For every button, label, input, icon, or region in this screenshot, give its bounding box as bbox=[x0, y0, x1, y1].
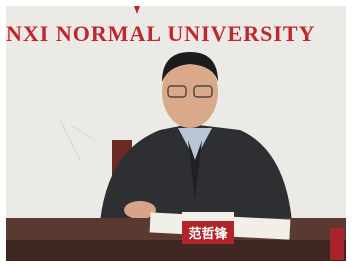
name-plate-top bbox=[182, 212, 234, 221]
photo: NXI NORMAL UNIVERSITY 范哲锋 bbox=[0, 0, 352, 267]
wall-text: NXI NORMAL UNIVERSITY bbox=[6, 21, 315, 46]
table-reflection bbox=[6, 240, 346, 261]
name-plate-text: 范哲锋 bbox=[188, 226, 228, 242]
bottle bbox=[330, 228, 344, 260]
